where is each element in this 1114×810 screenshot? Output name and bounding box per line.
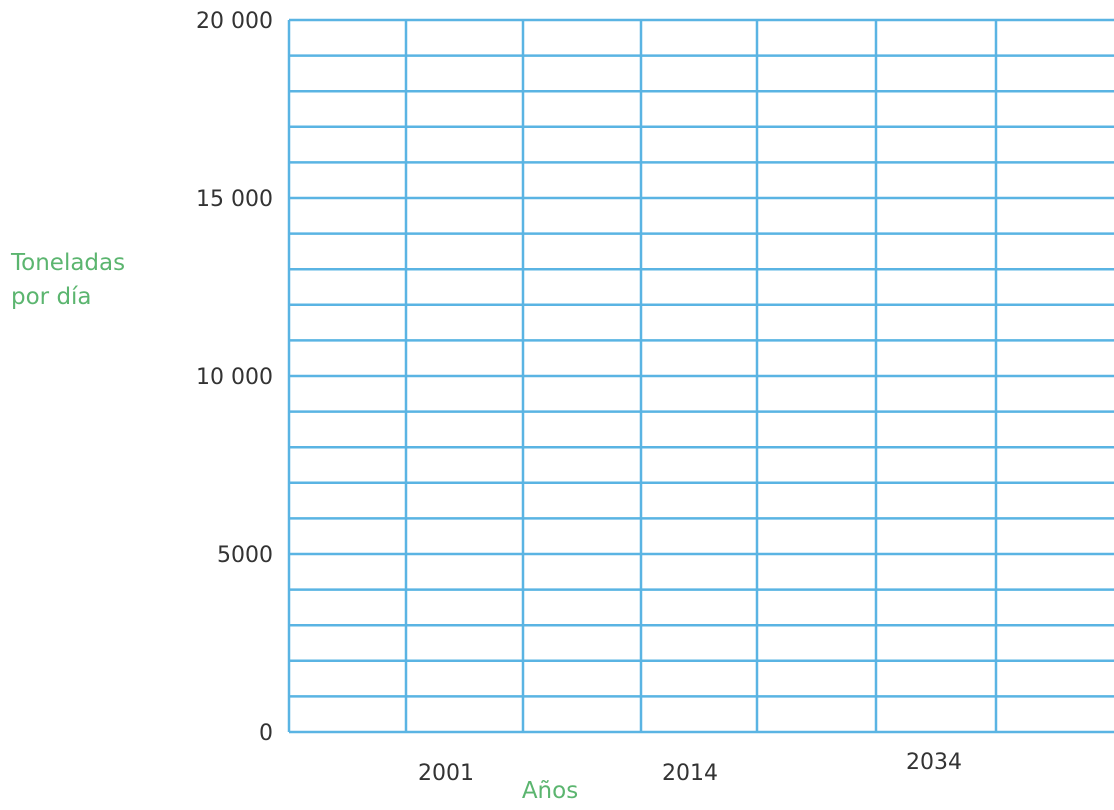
y-tick-label: 10 000 xyxy=(196,365,273,390)
y-axis-title-line-2: por día xyxy=(11,284,92,310)
y-tick-label: 0 xyxy=(259,721,273,746)
y-tick-label: 15 000 xyxy=(196,187,273,212)
y-axis-title: Toneladas por día xyxy=(11,246,211,314)
x-tick-label: 2034 xyxy=(906,750,962,775)
y-axis-title-line-1: Toneladas xyxy=(11,250,126,276)
x-tick-label: 2001 xyxy=(418,761,474,786)
y-tick-label: 5000 xyxy=(217,543,273,568)
x-axis-title: Años xyxy=(521,778,579,804)
y-tick-label: 20 000 xyxy=(196,9,273,34)
x-tick-label: 2014 xyxy=(662,761,718,786)
